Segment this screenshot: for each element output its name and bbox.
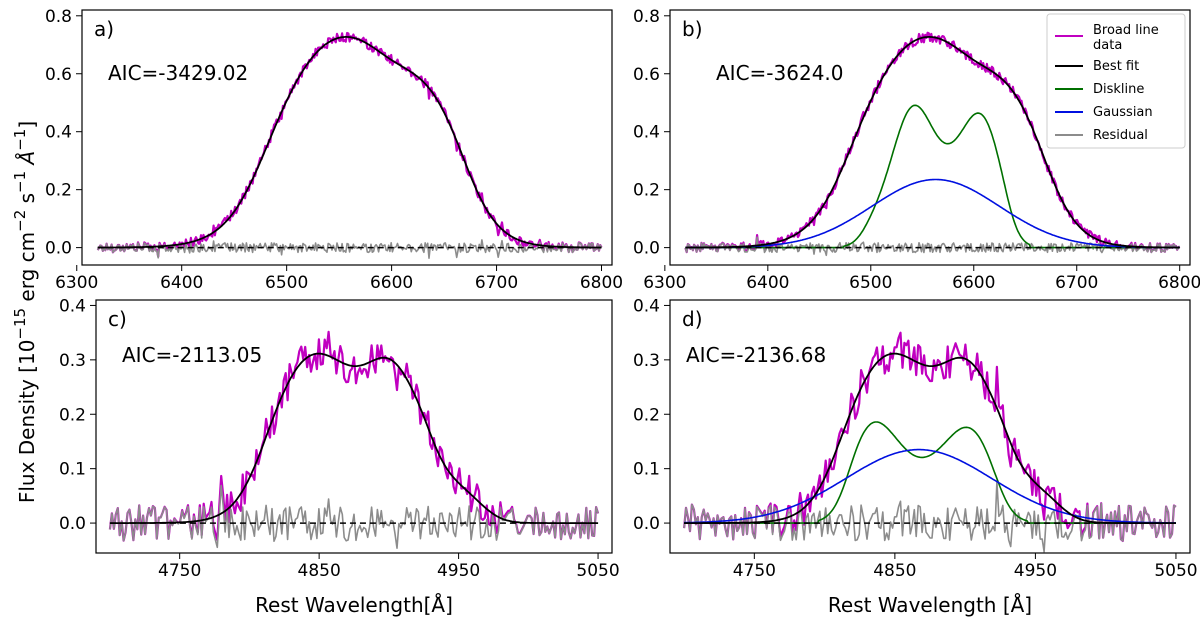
gaussian-series	[684, 448, 1176, 524]
y-tick-label: 0.2	[45, 181, 72, 201]
panel-b: 6300 6400 6500 6600 6700 6800 0.0 0.2 0.4 0.6 0.8 b…	[633, 7, 1200, 293]
aic-label: AIC=-3624.0	[716, 61, 844, 85]
x-tick-label: 6400	[160, 273, 203, 293]
x-tick-label: 6800	[580, 273, 623, 293]
legend-box	[1046, 13, 1186, 149]
legend-label-residual: Residual	[1093, 128, 1148, 143]
y-tick-label: 0.4	[59, 296, 86, 316]
y-tick-label: 0.3	[59, 351, 86, 371]
legend-label-gaussian: Gaussian	[1093, 105, 1153, 120]
axes-frame	[95, 299, 613, 554]
x-tick-label: 5050	[576, 561, 619, 581]
x-tick-label: 4850	[873, 561, 916, 581]
x-axis-title: Rest Wavelength [Å]	[828, 593, 1032, 617]
x-tick-label: 6400	[746, 273, 789, 293]
residual-series	[684, 236, 1181, 257]
x-tick-label: 4750	[733, 561, 776, 581]
y-axis-title-exp1: −15	[11, 308, 29, 340]
y-tick-label: 0.2	[633, 181, 660, 201]
x-tick-label: 6500	[265, 273, 308, 293]
x-tick-label: 6500	[849, 273, 892, 293]
gaussian-series	[685, 178, 1180, 249]
aic-label: AIC=-2113.05	[122, 343, 262, 367]
x-tick-label: 4950	[1014, 561, 1057, 581]
residual-series	[109, 484, 599, 549]
x-tick-label: 6600	[952, 273, 995, 293]
y-tick-label: 0.1	[59, 460, 86, 480]
plot-area	[683, 331, 1177, 553]
y-tick-label: 0.2	[633, 405, 660, 425]
legend: Broad line data Best fit Diskline Gaussian R…	[1046, 13, 1186, 149]
y-tick-label: 0.3	[633, 351, 660, 371]
axes-frame	[669, 299, 1191, 554]
y-axis-title-exp3: −1	[11, 171, 29, 193]
legend-label-data: Broad line	[1093, 23, 1159, 38]
aic-label: AIC=-3429.02	[108, 61, 248, 85]
x-axis-title: Rest Wavelength[Å]	[255, 593, 453, 617]
y-axis-title: Flux Density [10−15 erg cm−2 s−1 Å−1]	[11, 121, 39, 503]
x-tick-label: 4850	[298, 561, 341, 581]
axes-frame	[81, 9, 613, 266]
y-axis-title-exp4: −1	[11, 129, 29, 151]
panel-c: 4750 4850 4950 5050 0.0 0.1 0.2 0.3 0.4 c) AIC=-21…	[59, 296, 620, 617]
best-fit-series	[109, 352, 599, 524]
x-tick-label: 4950	[437, 561, 480, 581]
panel-label: d)	[682, 307, 703, 331]
best-fit-series	[685, 36, 1180, 249]
x-tick-label: 6300	[55, 273, 98, 293]
y-tick-label: 0.1	[633, 460, 660, 480]
panel-label: a)	[94, 17, 114, 41]
panel-label: b)	[682, 17, 703, 41]
x-tick-label: 6600	[370, 273, 413, 293]
panel-label: c)	[108, 307, 127, 331]
best-fit-series	[97, 36, 602, 249]
x-tick-label: 6300	[643, 273, 686, 293]
best-fit-series	[684, 352, 1176, 524]
plot-area	[96, 31, 603, 259]
y-tick-label: 0.8	[45, 7, 72, 27]
panel-a: 6300 6400 6500 6600 6700 6800 0.0 0.2 0.4 0.6 0.8 a…	[45, 7, 623, 293]
x-tick-label: 6700	[475, 273, 518, 293]
y-tick-label: 0.4	[633, 296, 660, 316]
axes-frame	[669, 9, 1191, 266]
y-tick-label: 0.4	[45, 123, 72, 143]
x-tick-label: 4750	[158, 561, 201, 581]
legend-label-diskline: Diskline	[1093, 82, 1144, 97]
y-axis-title-exp2: −2	[11, 210, 29, 232]
y-tick-label: 0.4	[633, 123, 660, 143]
plot-area	[684, 31, 1181, 257]
y-tick-label: 0.0	[59, 514, 86, 534]
legend-label-data-2: data	[1093, 38, 1122, 53]
x-tick-label: 6700	[1055, 273, 1098, 293]
y-tick-label: 0.0	[45, 239, 72, 259]
legend-label-fit: Best fit	[1093, 59, 1139, 74]
y-tick-label: 0.8	[633, 7, 660, 27]
y-tick-label: 0.0	[633, 514, 660, 534]
x-tick-label: 5050	[1154, 561, 1197, 581]
y-tick-label: 0.0	[633, 239, 660, 259]
y-tick-label: 0.2	[59, 405, 86, 425]
panel-d: 4750 4850 4950 5050 0.0 0.1 0.2 0.3 0.4 d) AIC=-21…	[633, 296, 1198, 617]
y-tick-label: 0.6	[633, 65, 660, 85]
aic-label: AIC=-2136.68	[686, 343, 826, 367]
y-tick-label: 0.6	[45, 65, 72, 85]
plot-area	[108, 330, 600, 549]
x-tick-label: 6800	[1158, 273, 1200, 293]
